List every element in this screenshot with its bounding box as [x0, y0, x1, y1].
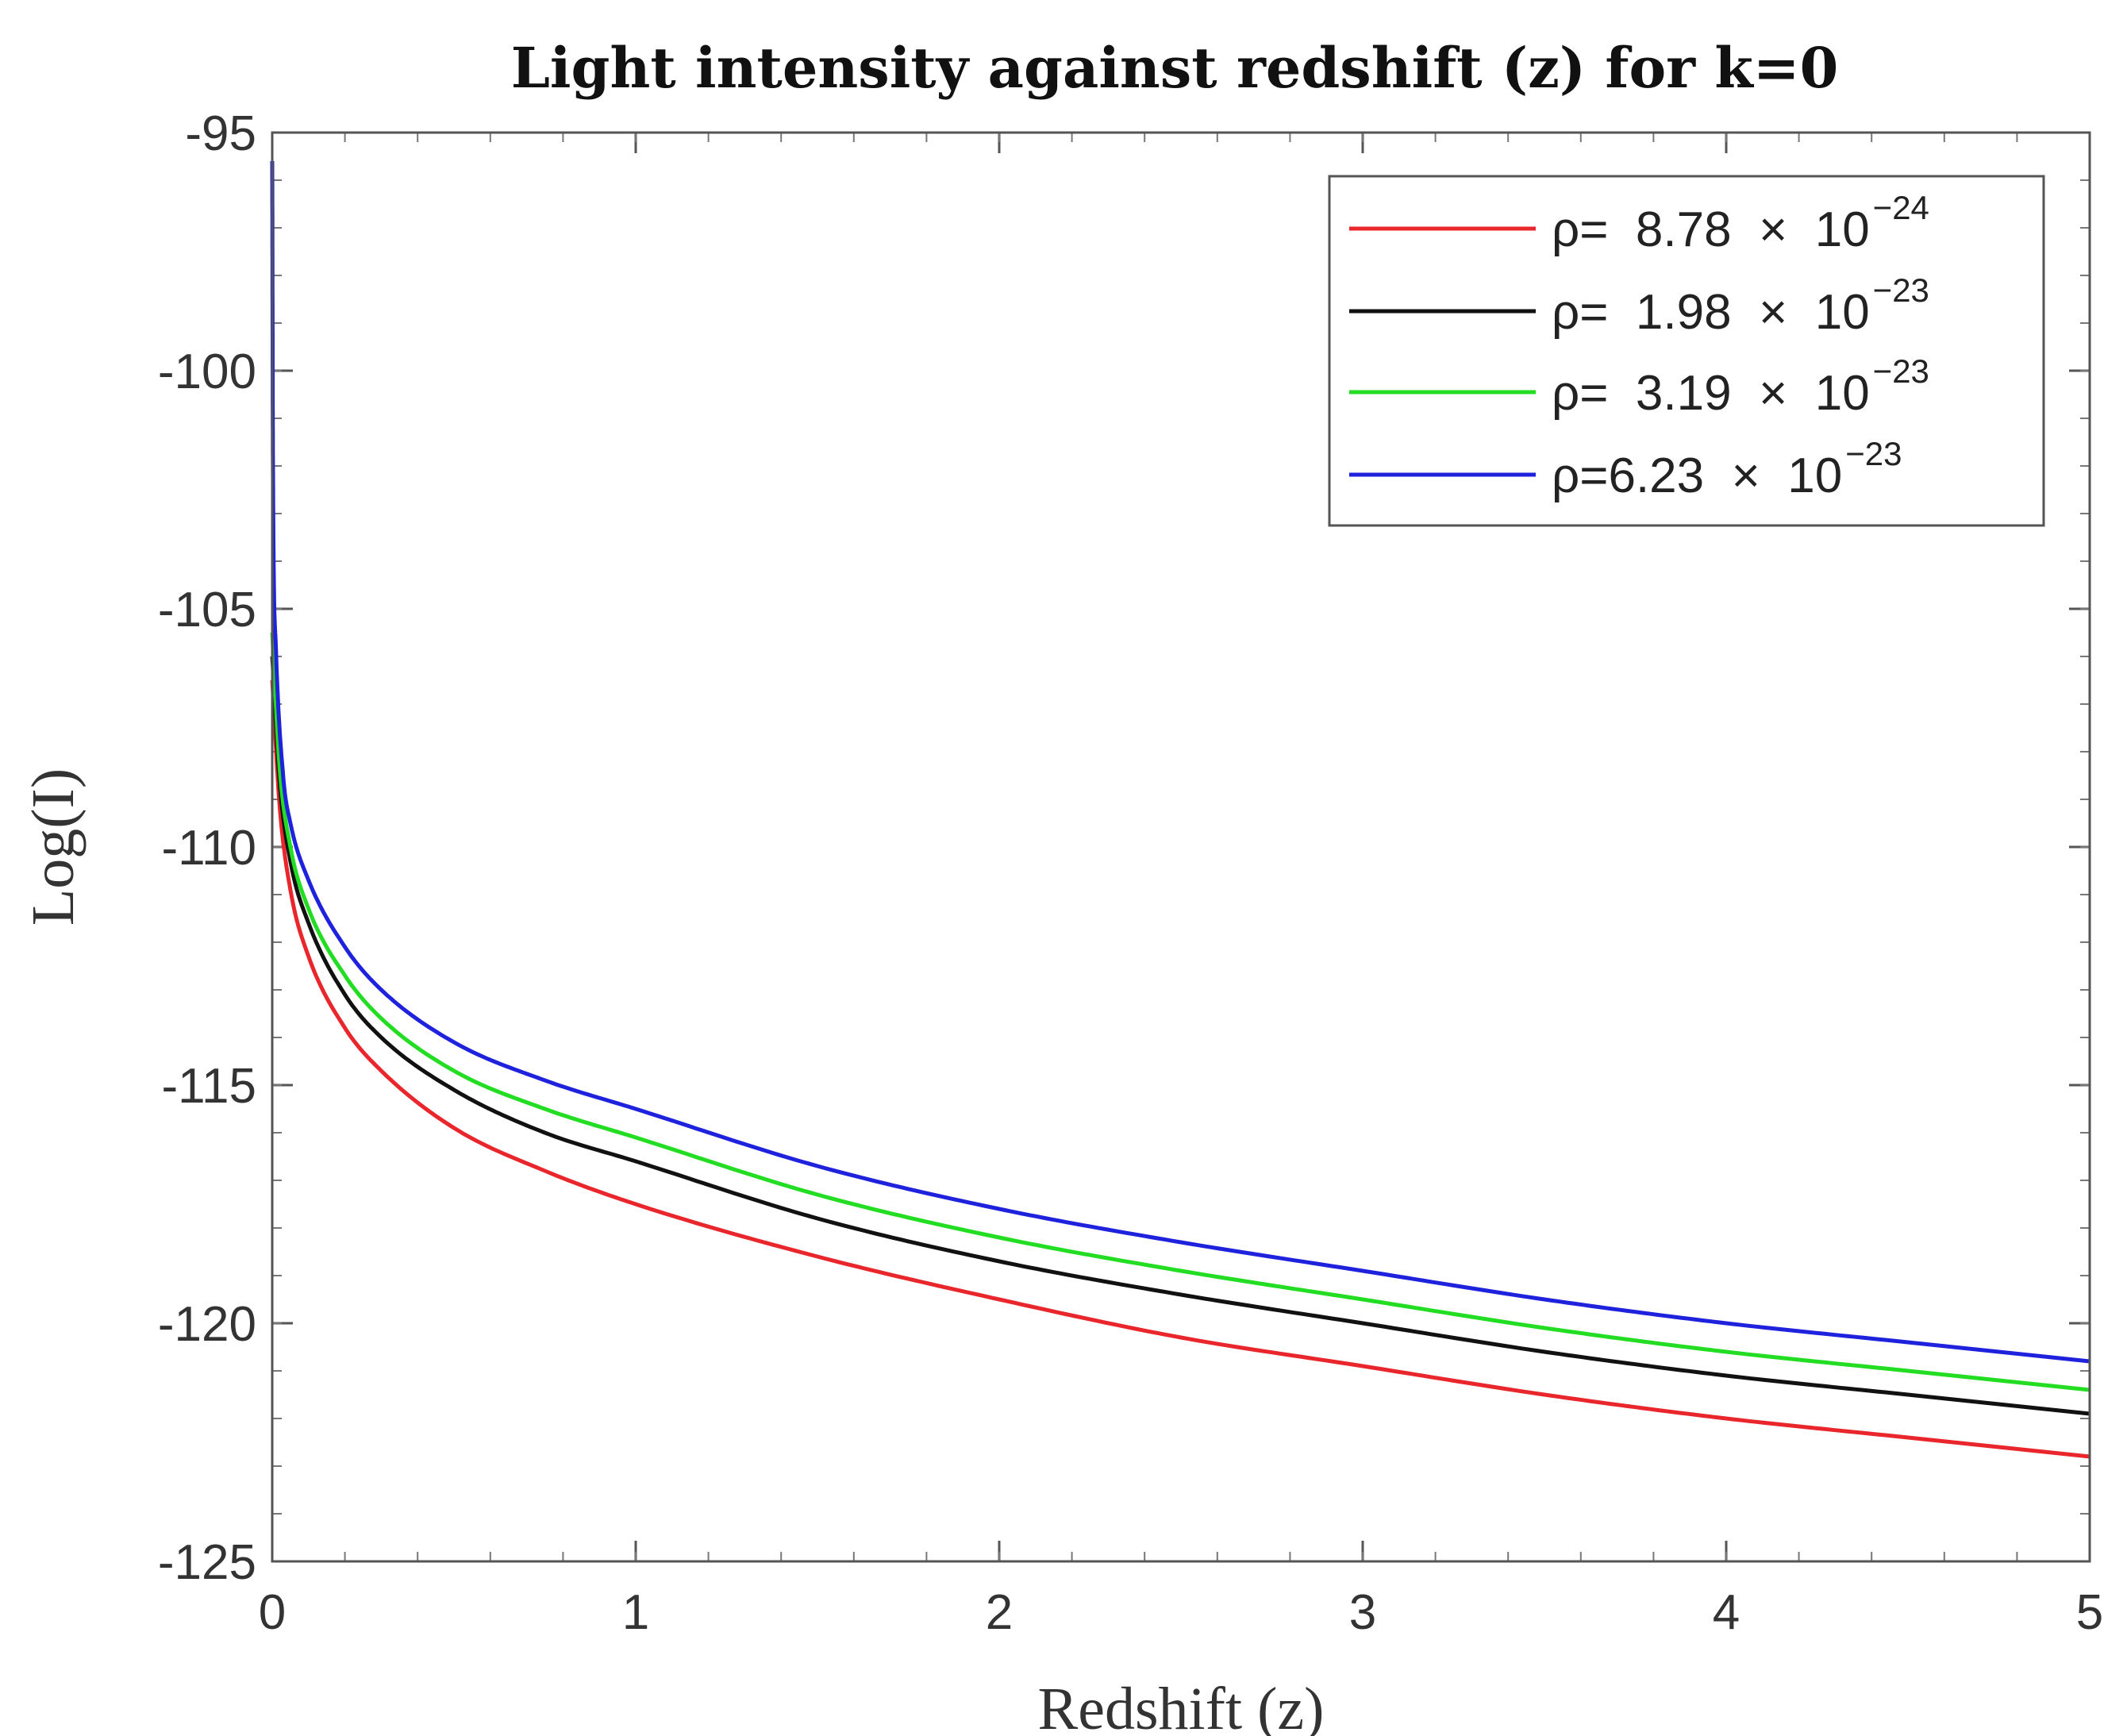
series-line-2 [270, 656, 2090, 1416]
y-axis-label: Log(I) [20, 768, 87, 926]
plot-frame [271, 131, 2091, 1563]
y-tick-label: -115 [162, 1059, 257, 1114]
x-tick-label: 2 [986, 1585, 1013, 1640]
y-tick-label: -110 [162, 821, 257, 876]
legend-exponent-3: −23 [1873, 352, 1929, 390]
legend-exponent-1: −24 [1873, 189, 1929, 226]
chart-title: Light intensity against redshift (z) for… [511, 35, 1839, 101]
legend-box [1328, 175, 2045, 527]
series-line-4 [270, 161, 2090, 1364]
legend-label-2: ρ= 1.98 × 10 [1552, 285, 1870, 340]
series-line-3 [270, 632, 2090, 1392]
x-tick-label: 3 [1349, 1585, 1376, 1640]
series-layer [270, 161, 2090, 1459]
y-tick-label: -95 [185, 106, 256, 161]
series-line-1 [270, 679, 2090, 1459]
y-tick-label: -125 [158, 1535, 256, 1590]
legend-exponent-2: −23 [1873, 271, 1929, 309]
y-tick-label: -105 [158, 583, 256, 637]
legend-exponent-4: −23 [1845, 435, 1902, 472]
legend: ρ= 8.78 × 10 −24ρ= 1.98 × 10 −23ρ= 3.19 × … [1328, 175, 2045, 527]
x-tick-label: 0 [259, 1585, 286, 1640]
legend-entries: ρ= 8.78 × 10 −24ρ= 1.98 × 10 −23ρ= 3.19 × … [1349, 189, 1929, 503]
x-tick-label: 4 [1713, 1585, 1740, 1640]
x-axis-label: Redshift (z) [1038, 1676, 1325, 1736]
x-tick-label: 1 [622, 1585, 649, 1640]
y-tick-label: -100 [158, 345, 256, 399]
x-tick-label: 5 [2076, 1585, 2103, 1640]
legend-label-4: ρ=6.23 × 10 [1552, 448, 1842, 503]
tick-labels-layer: 0 1 2 3 4 5 -95 -100 -105 -110 -115 -120 -125 [158, 106, 2103, 1640]
legend-label-3: ρ= 3.19 × 10 [1552, 366, 1870, 421]
legend-label-1: ρ= 8.78 × 10 [1552, 202, 1870, 257]
y-tick-label: -120 [158, 1297, 256, 1352]
